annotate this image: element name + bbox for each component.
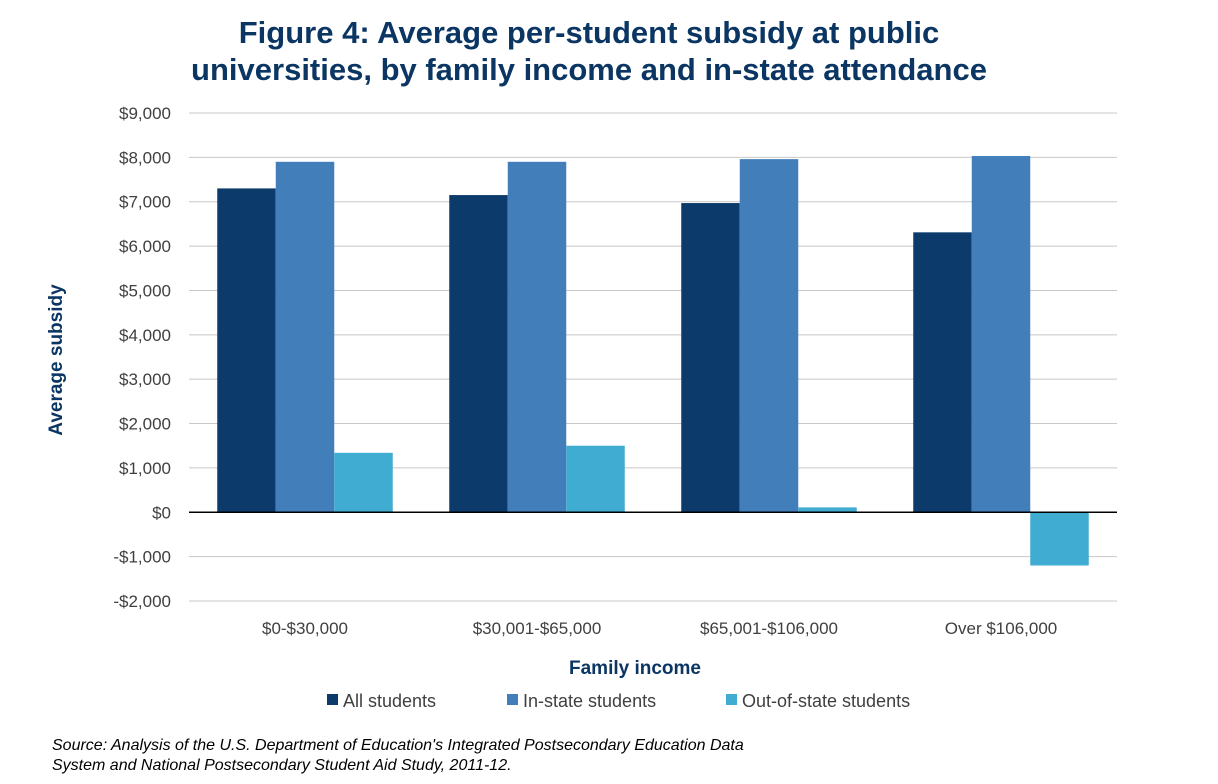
bar-in-state [971, 156, 1031, 513]
y-tick-label: $8,000 [119, 148, 171, 167]
x-tick-label: $30,001-$65,000 [473, 619, 602, 638]
y-tick-label: $5,000 [119, 281, 171, 300]
chart-title: Figure 4: Average per-student subsidy at… [0, 14, 1178, 88]
legend-swatch [327, 694, 338, 705]
bar-all [449, 195, 508, 513]
y-tick-label: $9,000 [119, 104, 171, 123]
x-tick-label: Over $106,000 [945, 619, 1057, 638]
y-axis-ticks: $9,000 $8,000 $7,000 $6,000 $5,000 $4,000 $3,0… [113, 104, 171, 611]
chart-title-line-1: Figure 4: Average per-student subsidy at… [238, 15, 940, 50]
y-tick-label: $7,000 [119, 193, 171, 212]
legend-label: Out-of-state students [742, 691, 910, 711]
chart-title-line-2: universities, by family income and in-st… [191, 52, 987, 87]
bar-out-of-state [798, 507, 857, 513]
bar-in-state [275, 161, 335, 513]
x-tick-label: $65,001-$106,000 [700, 619, 838, 638]
x-axis-label: Family income [569, 658, 701, 679]
legend-label: All students [343, 691, 436, 711]
bar-all [217, 188, 276, 513]
legend: All students In-state students Out-of-stat… [327, 691, 910, 711]
bar-all [681, 203, 740, 513]
y-tick-label: $1,000 [119, 459, 171, 478]
y-tick-label: -$2,000 [113, 592, 171, 611]
bar-out-of-state [1030, 512, 1089, 566]
bars [217, 156, 1089, 566]
bar-out-of-state [566, 445, 625, 513]
y-tick-label: $0 [152, 503, 171, 522]
y-tick-label: -$1,000 [113, 548, 171, 567]
bar-out-of-state [334, 452, 393, 513]
source-note: Source: Analysis of the U.S. Department … [52, 736, 744, 776]
y-tick-label: $2,000 [119, 415, 171, 434]
x-axis-ticks: $0-$30,000 $30,001-$65,000 $65,001-$106,00… [262, 619, 1057, 638]
x-tick-label: $0-$30,000 [262, 619, 348, 638]
legend-swatch [507, 694, 518, 705]
bar-all [913, 232, 972, 513]
y-axis-label: Average subsidy [46, 284, 67, 436]
bar-in-state [739, 159, 799, 513]
source-line-2: System and National Postsecondary Studen… [52, 757, 512, 774]
y-tick-label: $4,000 [119, 326, 171, 345]
bar-in-state [507, 161, 567, 513]
legend-swatch [726, 694, 737, 705]
y-tick-label: $3,000 [119, 370, 171, 389]
legend-label: In-state students [523, 691, 656, 711]
y-tick-label: $6,000 [119, 237, 171, 256]
source-line-1: Source: Analysis of the U.S. Department … [52, 737, 744, 754]
